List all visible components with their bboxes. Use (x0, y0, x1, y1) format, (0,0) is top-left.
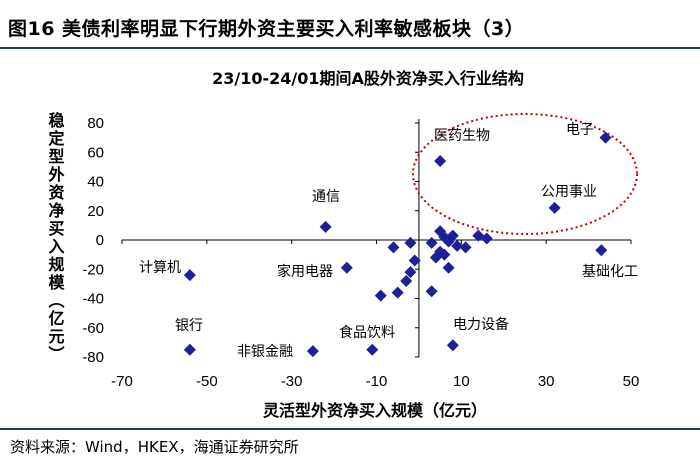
data-point (340, 261, 353, 274)
chart-title: 23/10-24/01期间A股外资净买入行业结构 (212, 69, 524, 88)
data-point (183, 343, 196, 356)
data-point (438, 248, 451, 261)
point-label: 非银金融 (237, 344, 293, 360)
data-point (366, 343, 379, 356)
x-tick-label: 50 (623, 373, 640, 390)
data-point (408, 254, 421, 267)
point-label: 家用电器 (277, 263, 333, 280)
data-point (306, 345, 319, 358)
y-tick-label: -20 (82, 261, 104, 278)
data-point (374, 289, 387, 302)
data-point (480, 232, 493, 245)
data-point (446, 339, 459, 352)
x-tick-label: -70 (111, 373, 133, 390)
figure-title: 图16 美债利率明显下行期外资主要买入利率敏感板块（3） (8, 18, 525, 40)
point-label: 医药生物 (434, 128, 490, 144)
y-tick-label: 60 (87, 144, 104, 161)
y-tick-label: -80 (82, 349, 104, 366)
point-label: 食品饮料 (339, 324, 395, 341)
point-label: 通信 (312, 189, 340, 205)
data-point (446, 229, 459, 242)
point-label: 银行 (175, 318, 203, 334)
x-tick-label: -50 (196, 373, 218, 390)
x-tick-label: -30 (281, 373, 303, 390)
data-point (391, 286, 404, 299)
y-tick-label: 40 (87, 174, 104, 191)
data-point (387, 241, 400, 254)
data-point (599, 131, 612, 144)
axes: -70 -50 -30 -10 10 30 50 80 60 40 20 0 -20 -40 -60 -80 (82, 115, 639, 390)
x-tick-label: 30 (538, 373, 555, 390)
data-point (404, 236, 417, 249)
y-tick-label: -40 (82, 291, 104, 308)
footer-rule (0, 428, 700, 430)
data-point (404, 266, 417, 279)
data-point (319, 220, 332, 233)
data-point (425, 236, 438, 249)
point-label: 公用事业 (541, 184, 597, 200)
title-rule (0, 47, 700, 49)
data-point (434, 155, 447, 168)
data-point (548, 201, 561, 214)
data-point (459, 241, 472, 254)
y-tick-label: -60 (82, 320, 104, 337)
data-point (442, 261, 455, 274)
y-tick-label: 80 (87, 115, 104, 132)
y-axis-title: 稳定型外资净买入规模（亿元） (46, 111, 66, 364)
data-point (595, 244, 608, 257)
highlight-ellipse (412, 113, 638, 235)
data-point (434, 245, 447, 258)
data-point (425, 285, 438, 298)
y-tick-label: 20 (87, 203, 104, 220)
data-point (400, 274, 413, 287)
x-tick-label: -10 (366, 373, 388, 390)
y-tick-label: 0 (96, 232, 104, 249)
data-point (183, 269, 196, 282)
data-point (451, 239, 464, 252)
point-label: 电力设备 (453, 316, 509, 333)
x-axis-title: 灵活型外资净买入规模（亿元） (263, 401, 487, 420)
point-label: 基础化工 (582, 263, 638, 280)
source-note: 资料来源：Wind，HKEX，海通证券研究所 (10, 438, 299, 456)
x-tick-label: 10 (453, 373, 470, 390)
data-points (183, 131, 612, 358)
point-label: 计算机 (139, 260, 181, 276)
point-label: 电子 (566, 122, 594, 138)
